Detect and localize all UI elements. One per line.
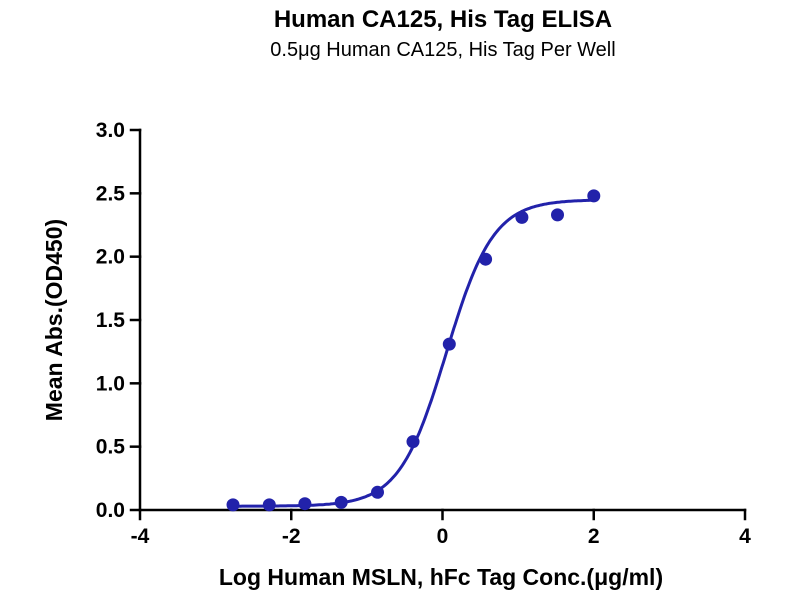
y-tick-label: 1.5 xyxy=(96,309,126,332)
data-point xyxy=(371,485,384,499)
data-point xyxy=(515,210,529,224)
x-axis-label: Log Human MSLN, hFc Tag Conc.(μg/ml) xyxy=(219,564,663,590)
x-tick-label: 0 xyxy=(437,525,449,548)
x-tick-label: 4 xyxy=(739,525,751,548)
x-tick-label: -4 xyxy=(131,525,150,548)
data-point xyxy=(406,435,420,449)
y-axis-label: Mean Abs.(OD450) xyxy=(41,219,67,421)
y-tick-label: 3.0 xyxy=(96,119,125,142)
y-tick-label: 0.0 xyxy=(96,499,125,522)
x-tick-label: 2 xyxy=(588,525,600,548)
x-tick-label: -2 xyxy=(282,525,301,548)
data-point xyxy=(226,498,240,512)
fit-curve xyxy=(231,198,595,508)
y-tick-label: 1.0 xyxy=(96,372,125,395)
plot-area: -4 -2 0 2 4 0.0 0.5 1.0 1.5 2.0 2.5 3.0 xyxy=(96,119,751,548)
data-point xyxy=(334,495,348,509)
y-tick-label: 0.5 xyxy=(96,436,126,459)
chart-subtitle: 0.5μg Human CA125, His Tag Per Well xyxy=(270,39,615,61)
data-point xyxy=(587,189,601,203)
y-tick-label: 2.5 xyxy=(96,182,126,205)
chart-title: Human CA125, His Tag ELISA xyxy=(274,6,612,33)
data-point xyxy=(298,497,312,511)
data-point xyxy=(479,252,493,266)
y-tick-label: 2.0 xyxy=(96,246,125,269)
data-point xyxy=(262,498,276,512)
data-point xyxy=(551,208,564,222)
data-point xyxy=(442,337,456,351)
